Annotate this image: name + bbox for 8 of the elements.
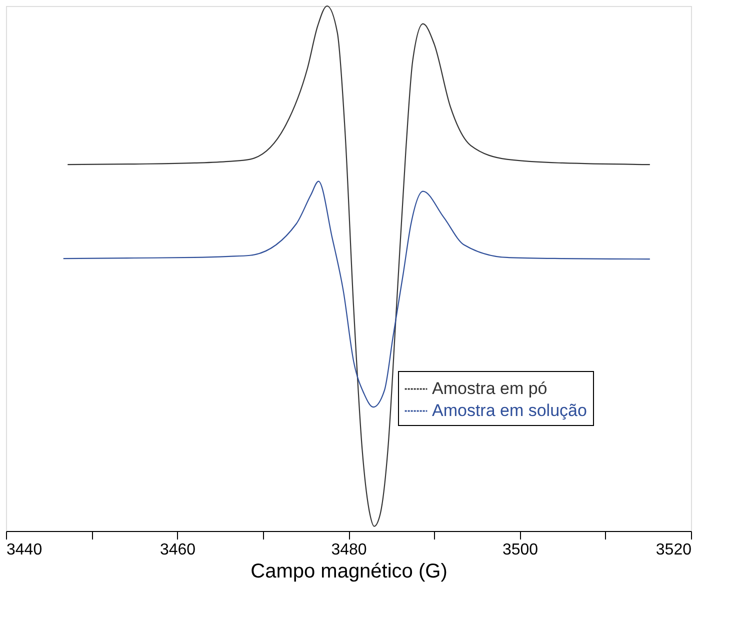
- legend-label: Amostra em pó: [432, 379, 548, 398]
- legend-label: Amostra em solução: [432, 401, 587, 420]
- x-tick-label: 3440: [6, 542, 42, 558]
- x-tick-label: 3460: [160, 542, 196, 558]
- x-axis-title: Campo magnético (G): [250, 560, 448, 582]
- x-tick-label: 3500: [502, 542, 538, 558]
- x-tick-label: 3520: [656, 542, 692, 558]
- x-tick-label: 3480: [331, 542, 367, 558]
